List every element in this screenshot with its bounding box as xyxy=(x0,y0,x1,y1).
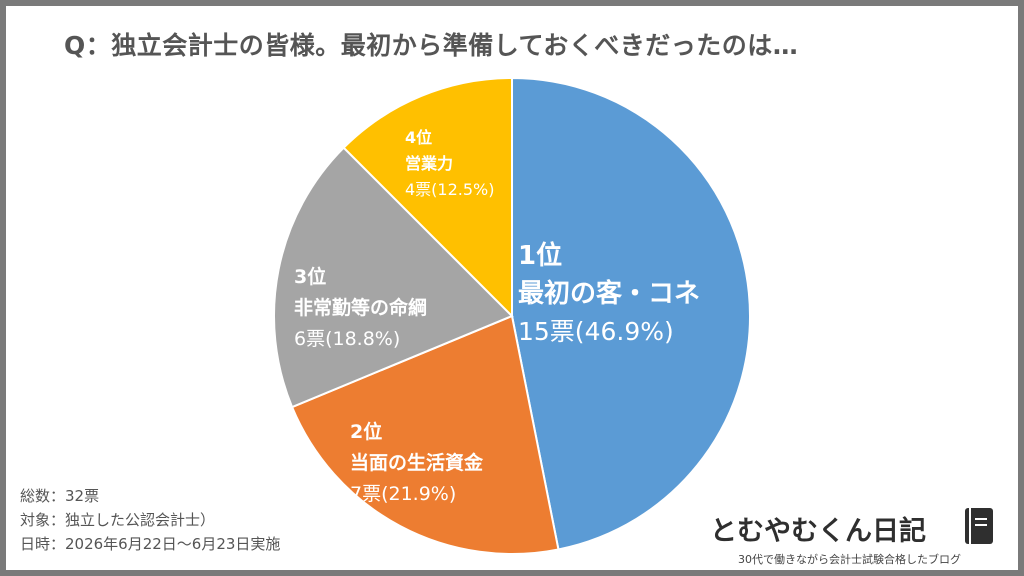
pie-slice xyxy=(511,76,751,551)
blog-tagline: 30代で働きながら会計士試験合格したブログ xyxy=(738,553,961,566)
slice-label: 非常勤等の命綱 xyxy=(294,296,427,319)
pie-slice xyxy=(273,146,514,409)
survey-date: 日時：2026年6月22日～6月23日実施 xyxy=(20,535,281,553)
slice-value: 4票(12.5%) xyxy=(405,180,495,199)
slice-rank: 3位 xyxy=(294,265,326,288)
book-icon xyxy=(965,508,993,544)
blog-name: とむやむくん日記 xyxy=(710,516,926,547)
slice-value: 6票(18.8%) xyxy=(294,328,400,350)
slice-value: 15票(46.9%) xyxy=(518,317,674,346)
slice-rank: 1位 xyxy=(518,240,562,271)
slice-rank: 2位 xyxy=(350,420,382,443)
slice-rank: 4位 xyxy=(405,128,432,147)
slice-label: 当面の生活資金 xyxy=(350,451,484,474)
pie-slice xyxy=(290,314,560,555)
survey-target: 対象：独立した公認会計士） xyxy=(20,511,216,529)
chart-title: Q：独立会計士の皆様。最初から準備しておくべきだったのは… xyxy=(64,31,799,60)
slice-label: 営業力 xyxy=(405,154,453,173)
slice-label: 最初の客・コネ xyxy=(518,278,700,309)
total-votes: 総数：32票 xyxy=(20,487,100,505)
chart-card: Q：独立会計士の皆様。最初から準備しておくべきだったのは… 1位 最初の客・コネ 1… xyxy=(6,6,1018,570)
pie-slice xyxy=(342,76,513,319)
survey-info: 総数：32票 対象：独立した公認会計士） 日時：2026年6月22日～6月23日… xyxy=(20,484,280,556)
slice-value: 7票(21.9%) xyxy=(350,483,456,505)
